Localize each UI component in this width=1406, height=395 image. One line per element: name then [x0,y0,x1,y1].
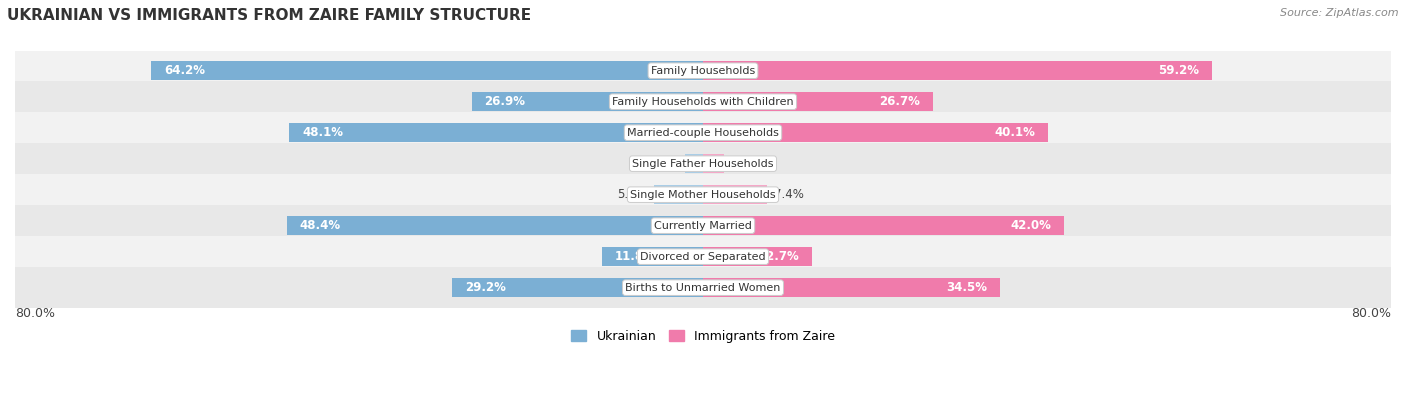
Text: Family Households: Family Households [651,66,755,76]
Text: 40.1%: 40.1% [994,126,1035,139]
Text: 5.7%: 5.7% [617,188,647,201]
Bar [602,247,703,266]
Text: Source: ZipAtlas.com: Source: ZipAtlas.com [1281,8,1399,18]
Text: 11.8%: 11.8% [614,250,655,263]
Text: 42.0%: 42.0% [1011,219,1052,232]
Bar [15,235,1391,278]
Bar [15,111,1391,154]
Text: 80.0%: 80.0% [1351,307,1391,320]
Text: UKRAINIAN VS IMMIGRANTS FROM ZAIRE FAMILY STRUCTURE: UKRAINIAN VS IMMIGRANTS FROM ZAIRE FAMIL… [7,8,531,23]
Bar [15,143,1391,185]
Text: Family Households with Children: Family Households with Children [612,97,794,107]
Text: Single Mother Households: Single Mother Households [630,190,776,200]
Text: 2.1%: 2.1% [648,157,678,170]
Bar [290,123,703,142]
Bar [703,61,1212,80]
Text: 80.0%: 80.0% [15,307,55,320]
Bar [703,154,724,173]
Bar [703,185,766,204]
Text: 26.9%: 26.9% [485,95,526,108]
Text: 48.1%: 48.1% [302,126,343,139]
Bar [451,278,703,297]
Text: 59.2%: 59.2% [1159,64,1199,77]
Text: Single Father Households: Single Father Households [633,159,773,169]
Text: 26.7%: 26.7% [879,95,920,108]
Text: 2.4%: 2.4% [731,157,761,170]
Bar [15,49,1391,92]
Text: Divorced or Separated: Divorced or Separated [640,252,766,261]
Bar [703,247,813,266]
Text: 64.2%: 64.2% [163,64,205,77]
Bar [150,61,703,80]
Bar [703,216,1064,235]
Text: 29.2%: 29.2% [465,281,506,294]
Bar [15,81,1391,123]
Text: 12.7%: 12.7% [759,250,800,263]
Text: Births to Unmarried Women: Births to Unmarried Women [626,283,780,293]
Legend: Ukrainian, Immigrants from Zaire: Ukrainian, Immigrants from Zaire [567,325,839,348]
Text: 48.4%: 48.4% [299,219,340,232]
Text: 34.5%: 34.5% [946,281,987,294]
Text: Currently Married: Currently Married [654,221,752,231]
Bar [654,185,703,204]
Bar [703,123,1047,142]
Bar [703,92,932,111]
Text: 7.4%: 7.4% [773,188,803,201]
Bar [471,92,703,111]
Bar [685,154,703,173]
Text: Married-couple Households: Married-couple Households [627,128,779,138]
Bar [15,267,1391,309]
Bar [15,205,1391,247]
Bar [15,173,1391,216]
Bar [703,278,1000,297]
Bar [287,216,703,235]
